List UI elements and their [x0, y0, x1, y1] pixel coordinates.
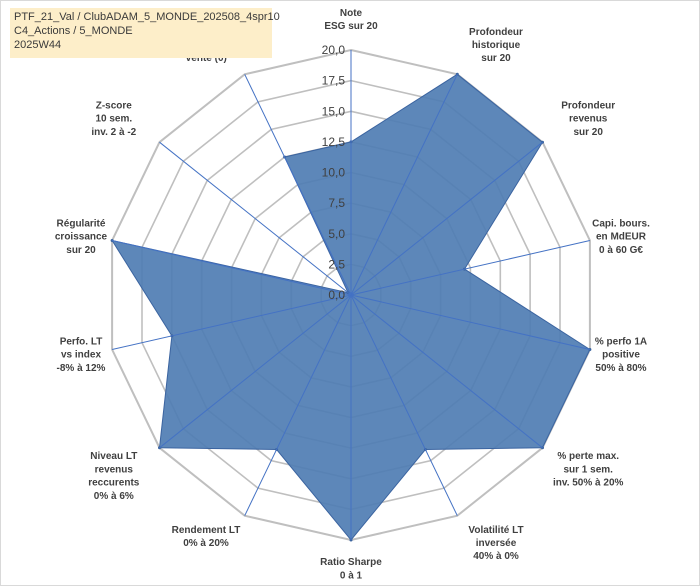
axis-label: croissance — [55, 232, 108, 243]
chart-title-box: PTF_21_Val / ClubADAM_5_MONDE_202508_4sp… — [10, 8, 280, 58]
tick-label: 17,5 — [322, 74, 346, 88]
axis-label-group: Volatilité LT inversée 40% à 0% — [468, 525, 523, 562]
axis-label: Z-score — [96, 100, 133, 111]
axis-label-group: Profondeur historique sur 20 — [469, 27, 523, 64]
axis-label: Capi. bours. — [592, 218, 650, 229]
axis-label: Profondeur — [469, 27, 523, 38]
title-line-week: 2025W44 — [14, 39, 62, 51]
axis-label: reccurents — [88, 478, 140, 489]
axis-label: Vente (0) — [185, 53, 227, 64]
tick-label: 5,0 — [328, 227, 345, 241]
axis-label-group: Perfo. LT vs index -8% à 12% — [57, 336, 106, 373]
axis-label-group: Régularité croissance sur 20 — [55, 218, 108, 255]
axis-label-group: % perte max. sur 1 sem. inv. 50% à 20% — [553, 451, 624, 488]
tick-label: 12,5 — [322, 135, 346, 149]
axis-label-group: Profondeur revenus sur 20 — [561, 100, 615, 137]
axis-spoke — [350, 141, 543, 296]
axis-label: sur 1 sem. — [563, 464, 613, 475]
axis-spoke — [350, 240, 591, 296]
axis-spoke — [350, 74, 458, 296]
axis-label: 50% à 80% — [595, 363, 646, 374]
axis-label: inversée — [476, 538, 517, 549]
axis-spoke — [350, 294, 543, 449]
axis-label: 0 à 1 — [340, 570, 363, 581]
axis-label: Volatilité LT — [468, 525, 523, 536]
axis-label: Perfo. LT — [60, 336, 103, 347]
axis-label: 0 à 60 G€ — [599, 245, 643, 256]
axis-spoke — [111, 294, 352, 350]
axis-label-group: Capi. bours. en MdEUR 0 à 60 G€ — [592, 218, 650, 255]
axis-spoke — [350, 294, 591, 350]
axis-spoke — [244, 294, 352, 516]
axis-label: Note — [340, 8, 363, 19]
axis-label: sur 20 — [573, 127, 603, 138]
title-line-category: C4_Actions / 5_MONDE — [14, 25, 133, 37]
axis-label: % perfo 1A — [595, 336, 647, 347]
axis-label: historique — [472, 40, 521, 51]
axis-label: -8% à 12% — [57, 363, 106, 374]
axis-spoke — [111, 240, 352, 296]
axis-label: vs index — [61, 350, 101, 361]
axis-spoke — [159, 294, 352, 449]
axis-category-labels: Note ESG sur 20 Profondeur historique sur 20… — [55, 8, 650, 582]
tick-label: 0,0 — [328, 288, 345, 302]
tick-label: 2,5 — [328, 257, 345, 271]
axis-label-group: Z-score 10 sem. inv. 2 à -2 — [91, 100, 136, 137]
axis-label: 10 sem. — [95, 114, 132, 125]
axis-label: Profondeur — [561, 100, 615, 111]
axis-label-group: Niveau LT revenus reccurents 0% à 6% — [88, 451, 140, 502]
axis-label: 0% à 6% — [94, 491, 134, 502]
axis-spoke — [159, 141, 352, 296]
tick-label: 20,0 — [322, 43, 346, 57]
axis-label: revenus — [95, 464, 134, 475]
axis-label: sur 20 — [481, 53, 511, 64]
axis-label: inv. 2 à -2 — [91, 127, 136, 138]
axis-label: Rendement LT — [172, 525, 241, 536]
axis-label: sur 20 — [66, 245, 96, 256]
axis-label-group: Rendement LT 0% à 20% — [172, 525, 241, 549]
axis-label: 40% à 0% — [473, 551, 519, 562]
axis-label: Ratio Sharpe — [320, 557, 382, 568]
axis-label: Régularité — [57, 218, 106, 229]
axis-label: positive — [602, 350, 640, 361]
axis-spoke — [350, 294, 458, 516]
axis-label: % perte max. — [557, 451, 619, 462]
axis-label-group: Note ESG sur 20 — [324, 8, 378, 32]
axis-label: ESG sur 20 — [324, 21, 378, 32]
tick-label: 10,0 — [322, 166, 346, 180]
axis-label-group: Ratio Sharpe 0 à 1 — [320, 557, 382, 581]
tick-label: 15,0 — [322, 104, 346, 118]
axis-spoke — [244, 74, 352, 296]
tick-label: 7,5 — [328, 196, 345, 210]
title-line-portfolio: PTF_21_Val / ClubADAM_5_MONDE_202508_4sp… — [14, 11, 280, 23]
radial-tick-labels: 0,0 2,5 5,0 7,5 10,0 12,5 15,0 17,5 20,0 — [322, 43, 346, 302]
axis-label: 0% à 20% — [183, 538, 229, 549]
axis-label: en MdEUR — [596, 232, 647, 243]
radar-spokes — [111, 50, 591, 540]
axis-label: revenus — [569, 114, 608, 125]
axis-label-group: % perfo 1A positive 50% à 80% — [595, 336, 647, 373]
axis-label: inv. 50% à 20% — [553, 478, 624, 489]
axis-label: Niveau LT — [90, 451, 137, 462]
